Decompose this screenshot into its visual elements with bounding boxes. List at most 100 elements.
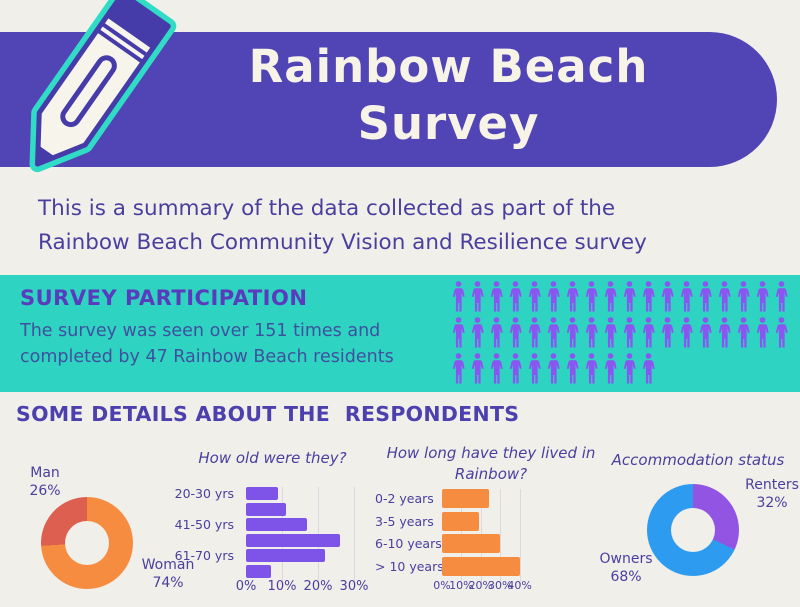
accommodation-chart-title: Accommodation status: [611, 451, 785, 469]
intro-line2: Rainbow Beach Community Vision and Resil…: [38, 230, 647, 255]
person-icon: [659, 316, 676, 349]
age-chart-title: How old were they?: [198, 449, 347, 467]
pictogram-row: [450, 280, 790, 314]
person-icon: [507, 352, 524, 385]
person-icon: [659, 280, 676, 313]
y-axis-label: > 10 years: [375, 558, 444, 574]
intro-line1: This is a summary of the data collected …: [38, 196, 616, 221]
x-tick-label: 10%: [449, 579, 474, 592]
renters-label-block: Renters 32%: [742, 476, 800, 512]
pictogram-row: [450, 352, 790, 386]
person-icon: [697, 280, 714, 313]
bar: [246, 487, 279, 500]
bar: [246, 549, 326, 562]
gender-man-label: Man 26%: [15, 464, 75, 500]
participation-band: SURVEY PARTICIPATION The survey was seen…: [0, 275, 800, 392]
person-icon: [507, 316, 524, 349]
residence-title-line2: Rainbow?: [454, 465, 528, 483]
x-tick-label: 0%: [433, 579, 451, 592]
y-axis-label: 41-50 yrs: [174, 517, 234, 532]
person-icon: [640, 280, 657, 313]
age-ylabels: 20-30 yrs 41-50 yrs 61-70 yrs: [170, 487, 240, 581]
age-plot: [246, 487, 372, 581]
pictogram-grid: [450, 280, 790, 388]
person-icon: [735, 316, 752, 349]
person-icon: [621, 316, 638, 349]
y-axis-label: 0-2 years: [375, 491, 434, 506]
person-icon: [469, 352, 486, 385]
bar: [442, 534, 501, 554]
pictogram-row: [450, 316, 790, 350]
person-icon: [564, 280, 581, 313]
man-label: Man: [30, 465, 60, 481]
bar: [246, 518, 308, 531]
bar: [246, 564, 272, 578]
y-axis-label: 6-10 years: [375, 536, 442, 552]
x-tick-label: 20%: [303, 579, 333, 594]
person-icon: [640, 316, 657, 349]
woman-label: Woman: [141, 557, 195, 573]
person-icon: [488, 352, 505, 385]
y-axis-label: 3-5 years: [375, 513, 434, 529]
person-icon: [507, 280, 524, 313]
page-title-line1: Rainbow Beach: [248, 40, 649, 93]
person-icon: [621, 352, 638, 385]
person-icon: [583, 280, 600, 313]
owners-label-block: Owners 68%: [596, 550, 656, 586]
person-icon: [602, 280, 619, 313]
bar: [246, 533, 340, 547]
intro-text: This is a summary of the data collected …: [38, 192, 647, 260]
renters-pct: 32%: [756, 495, 788, 511]
person-icon: [716, 280, 733, 313]
person-icon: [602, 352, 619, 385]
person-icon: [545, 352, 562, 385]
woman-pct: 74%: [152, 575, 184, 591]
residence-xaxis: 0% 10% 20% 30% 40%: [433, 579, 534, 595]
x-tick-label: 0%: [235, 579, 257, 594]
person-icon: [545, 316, 562, 349]
x-tick-label: 10%: [267, 579, 297, 594]
person-icon: [583, 352, 600, 385]
accommodation-chart: Accommodation status Renters 32% Owners …: [596, 440, 800, 607]
residence-plot: [442, 489, 534, 585]
header-banner: Rainbow Beach Survey: [0, 32, 777, 167]
bar: [442, 556, 520, 576]
person-icon: [754, 280, 771, 313]
gender-chart: Man 26% Woman 74%: [0, 440, 210, 607]
person-icon: [583, 316, 600, 349]
x-tick-label: 30%: [487, 579, 513, 592]
x-tick-label: 40%: [507, 579, 532, 592]
renters-label: Renters: [745, 477, 799, 493]
pencil-icon: [29, 0, 177, 173]
donut-hole: [65, 521, 109, 565]
person-icon: [602, 316, 619, 349]
gridline: [354, 487, 355, 581]
person-icon: [450, 352, 467, 385]
bar: [442, 489, 489, 508]
person-icon: [773, 316, 790, 349]
accommodation-donut: [647, 484, 739, 576]
bar: [246, 502, 286, 516]
owners-label: Owners: [599, 551, 653, 567]
person-icon: [697, 316, 714, 349]
donut-hole: [671, 508, 715, 552]
person-icon: [545, 280, 562, 313]
bar: [442, 511, 479, 531]
person-icon: [735, 280, 752, 313]
residence-title-line1: How long have they lived in: [386, 444, 596, 462]
person-icon: [488, 280, 505, 313]
gender-donut: [41, 497, 133, 589]
person-icon: [526, 352, 543, 385]
y-axis-label: 61-70 yrs: [174, 548, 234, 563]
x-tick-label: 30%: [339, 579, 369, 594]
person-icon: [526, 316, 543, 349]
person-icon: [754, 316, 771, 349]
person-icon: [450, 280, 467, 313]
person-icon: [564, 352, 581, 385]
age-xaxis: 0% 10% 20% 30%: [236, 579, 372, 595]
residence-chart-title: How long have they lived in Rainbow?: [375, 443, 607, 485]
person-icon: [564, 316, 581, 349]
person-icon: [716, 316, 733, 349]
residence-chart: How long have they lived in Rainbow? 0-2…: [375, 440, 607, 607]
